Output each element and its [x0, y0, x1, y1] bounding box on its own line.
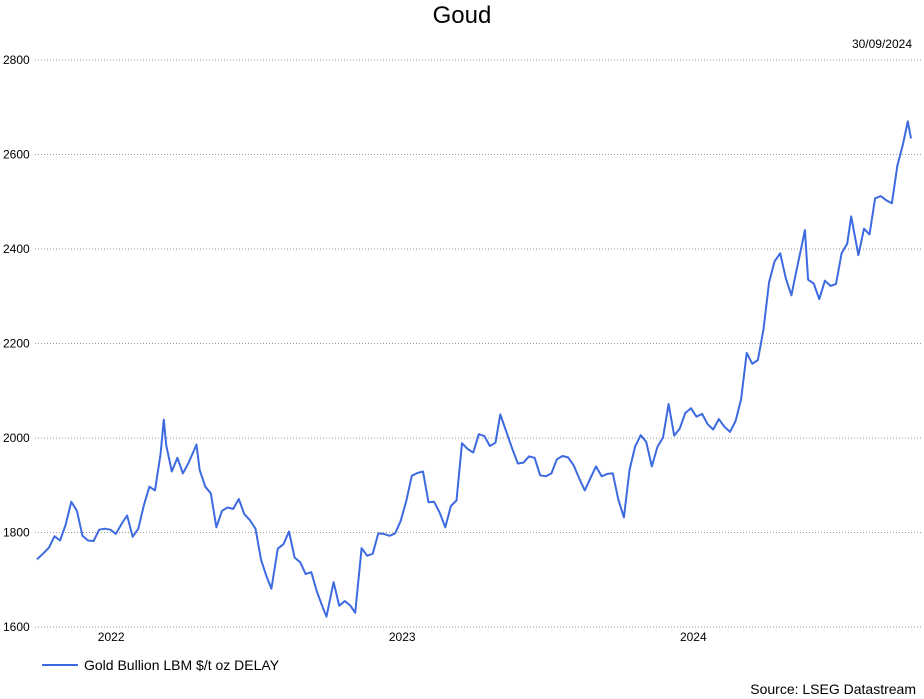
y-tick-label: 2200: [3, 337, 30, 351]
chart-title: Goud: [432, 2, 492, 29]
y-tick-label: 2600: [3, 148, 30, 162]
y-axis-ticks: 1600 1800 2000 2200 2400 2600 2800: [3, 53, 30, 634]
x-tick-label: 2024: [680, 630, 707, 644]
x-tick-label: 2023: [389, 630, 416, 644]
legend: Gold Bullion LBM $/t oz DELAY: [42, 656, 279, 674]
legend-label: Gold Bullion LBM $/t oz DELAY: [84, 657, 280, 673]
date-label: 30/09/2024: [851, 37, 912, 51]
x-axis-ticks: 2022 2023 2024: [98, 630, 707, 644]
y-tick-label: 2800: [3, 53, 30, 67]
legend-swatch: [42, 664, 78, 666]
y-tick-label: 2000: [3, 431, 30, 445]
grid-lines: [35, 59, 922, 628]
y-tick-label: 2400: [3, 242, 30, 256]
source-note: Source: LSEG Datastream: [750, 681, 916, 697]
y-tick-label: 1600: [3, 620, 30, 634]
y-tick-label: 1800: [3, 526, 30, 540]
x-tick-label: 2022: [98, 630, 125, 644]
series-line-0: [36, 120, 912, 618]
series-layer: [36, 120, 912, 618]
